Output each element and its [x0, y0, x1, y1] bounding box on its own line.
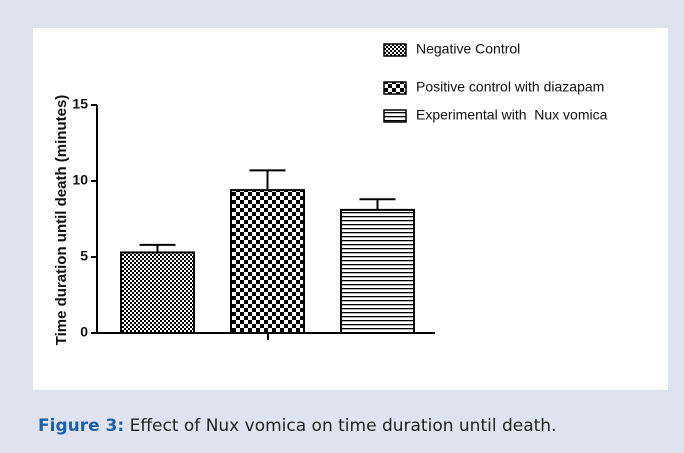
legend-swatch: [383, 81, 407, 95]
caption: Figure 3: Effect of Nux vomica on time d…: [38, 416, 556, 436]
y-tick-label: 0: [80, 324, 88, 340]
bar: [120, 251, 195, 334]
y-tick-label: 10: [72, 172, 88, 188]
caption-label: Figure 3:: [38, 416, 125, 436]
bar: [230, 189, 305, 334]
caption-text: Effect of Nux vomica on time duration un…: [124, 416, 557, 436]
bar: [340, 208, 415, 335]
legend-swatch: [383, 109, 407, 123]
legend-swatch: [383, 43, 407, 57]
legend-label: Positive control with diazapam: [416, 79, 604, 95]
legend-label: Negative Control: [416, 41, 520, 57]
legend-label: Experimental with Nux vomica: [416, 107, 608, 123]
y-axis-label: Time duration until death (minutes): [53, 95, 70, 346]
y-tick-label: 5: [80, 248, 88, 264]
y-tick-label: 15: [72, 96, 88, 112]
